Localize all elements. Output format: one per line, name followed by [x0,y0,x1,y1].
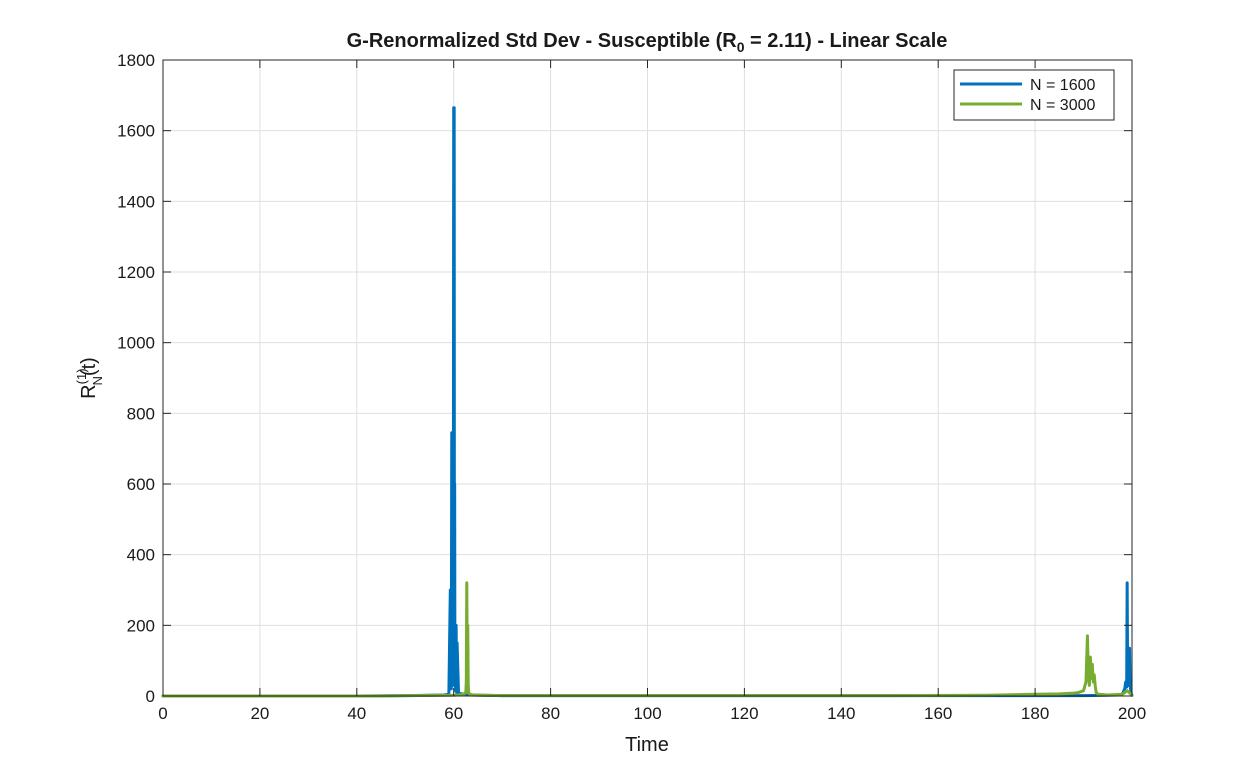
legend-label-n1600: N = 1600 [1030,77,1095,94]
y-tick-label: 1400 [117,192,155,211]
legend-box [953,69,1115,121]
chart-title-main: G-Renormalized Std Dev - Susceptible (R [347,30,738,52]
legend: N = 1600 N = 3000 [953,69,1115,121]
x-tick-label: 0 [158,704,167,723]
x-tick-label: 60 [444,704,463,723]
y-tick-label: 600 [127,475,155,494]
x-tick-label: 20 [250,704,269,723]
ticks: 0 20 40 60 80 100 120 140 160 180 200 0 200 400 600 800… [117,51,1146,723]
y-axis-label-tail: (t) [78,357,100,376]
x-tick-label: 100 [633,704,661,723]
y-tick-label: 800 [127,404,155,423]
legend-label-n3000: N = 3000 [1030,97,1095,114]
x-tick-label: 80 [541,704,560,723]
y-axis-label: R(1)N(t) [74,357,105,399]
x-tick-label: 200 [1118,704,1146,723]
x-tick-label: 120 [730,704,758,723]
y-tick-label: 200 [127,616,155,635]
y-tick-label: 1200 [117,263,155,282]
x-axis-label: Time [625,734,669,756]
y-axis-label-superscript: (1) [74,368,89,384]
y-axis-label-subscript: N [90,376,105,385]
y-tick-label: 400 [127,546,155,565]
x-tick-label: 40 [347,704,366,723]
x-tick-label: 180 [1021,704,1049,723]
y-tick-label: 1800 [117,51,155,70]
chart-title-tail: = 2.11) - Linear Scale [744,30,947,52]
x-tick-label: 160 [924,704,952,723]
y-tick-label: 0 [146,687,155,706]
y-tick-label: 1000 [117,334,155,353]
x-tick-label: 140 [827,704,855,723]
y-axis-label-main: R [78,384,100,398]
y-tick-label: 1600 [117,122,155,141]
chart-title-subscript: 0 [737,39,745,55]
chart-title: G-Renormalized Std Dev - Susceptible (R0… [347,30,948,55]
